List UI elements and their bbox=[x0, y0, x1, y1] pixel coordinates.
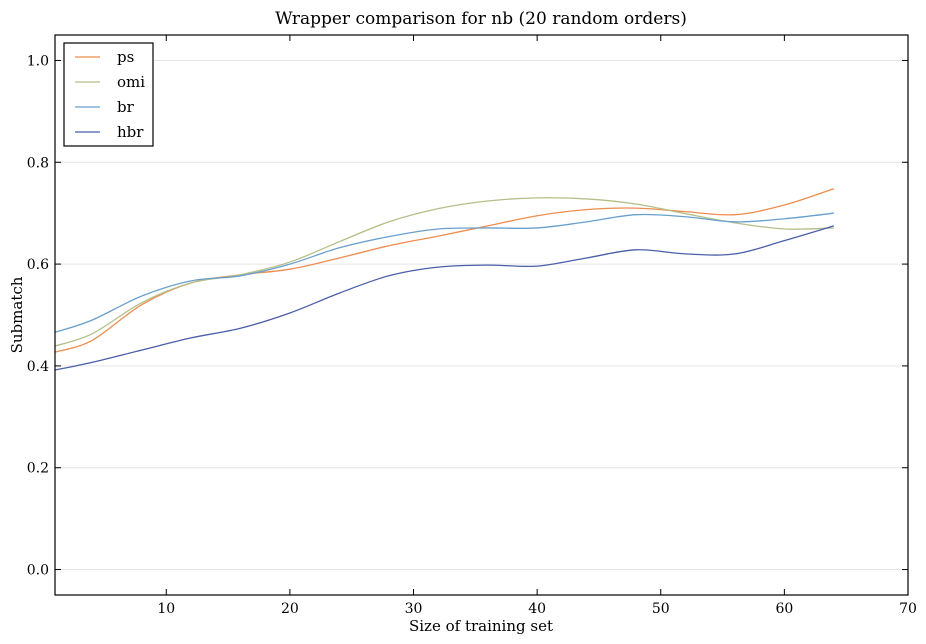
y-tick-label: 0.8 bbox=[27, 155, 49, 171]
legend-label-br: br bbox=[117, 98, 135, 116]
legend-label-omi: omi bbox=[117, 73, 145, 91]
x-tick-label: 60 bbox=[775, 601, 793, 617]
series-line-hbr bbox=[54, 225, 835, 371]
x-tick-label: 40 bbox=[528, 601, 546, 617]
y-tick-label: 0.2 bbox=[27, 461, 49, 477]
x-tick-label: 50 bbox=[652, 601, 670, 617]
chart-title: Wrapper comparison for nb (20 random ord… bbox=[275, 9, 687, 29]
legend-label-ps: ps bbox=[117, 48, 134, 66]
legend: ps omi br hbr bbox=[63, 42, 154, 147]
legend-box bbox=[63, 42, 154, 147]
y-axis-label: Submatch bbox=[8, 276, 26, 353]
y-tick-label: 1.0 bbox=[27, 53, 49, 69]
legend-label-hbr: hbr bbox=[117, 123, 144, 141]
x-tick-label: 10 bbox=[157, 601, 175, 617]
x-tick-label: 30 bbox=[405, 601, 423, 617]
x-tick-label: 20 bbox=[281, 601, 299, 617]
series-line-ps bbox=[54, 188, 835, 353]
plot-frame bbox=[54, 34, 909, 596]
series-line-br bbox=[54, 212, 834, 333]
x-tick-label: 70 bbox=[899, 601, 917, 617]
x-axis-label: Size of training set bbox=[409, 617, 553, 635]
y-tick-label: 0.6 bbox=[27, 257, 49, 273]
y-tick-label: 0.4 bbox=[27, 359, 49, 375]
y-tick-label: 0.0 bbox=[27, 563, 49, 579]
series-line-omi bbox=[54, 197, 834, 347]
